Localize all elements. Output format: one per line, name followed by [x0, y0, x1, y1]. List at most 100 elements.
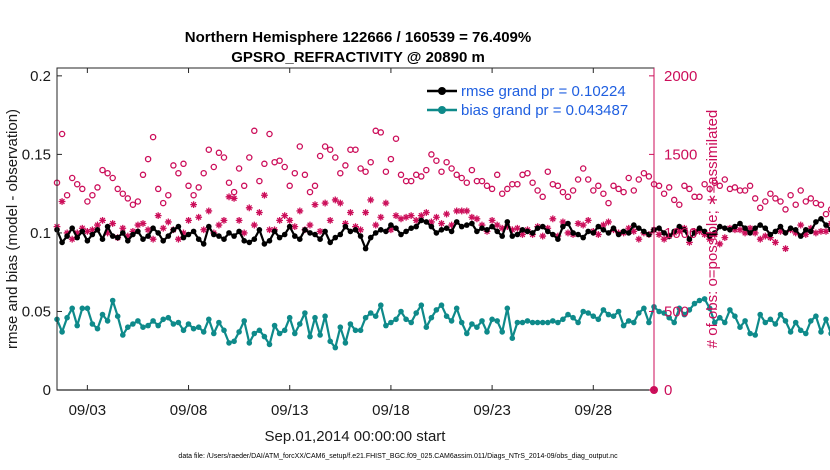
- rmse-point: [130, 231, 136, 238]
- rmse-point: [140, 236, 146, 242]
- rmse-point: [428, 223, 435, 230]
- rmse-point: [403, 228, 409, 235]
- rmse-point: [165, 233, 172, 239]
- bias-point: [226, 340, 232, 346]
- assimilated-obs-point: [630, 227, 638, 235]
- assimilated-obs-point: [716, 240, 724, 248]
- possible-obs-point: [736, 187, 744, 194]
- possible-obs-point: [559, 188, 567, 196]
- possible-obs-point: [286, 182, 293, 190]
- assimilated-obs-point: [696, 227, 703, 235]
- assimilated-obs-point: [433, 213, 440, 221]
- assimilated-obs-point: [777, 227, 784, 235]
- bias-point: [696, 297, 703, 304]
- possible-obs-point: [458, 174, 465, 182]
- assimilated-obs-point: [660, 235, 668, 243]
- possible-obs-point: [210, 163, 218, 171]
- possible-obs-point: [630, 187, 638, 194]
- bias-point: [59, 329, 65, 335]
- bias-point: [681, 311, 688, 318]
- possible-obs-point: [453, 171, 460, 179]
- assimilated-obs-point: [190, 201, 198, 209]
- bias-point: [615, 308, 622, 315]
- bias-point: [620, 322, 627, 329]
- possible-obs-point: [428, 151, 435, 158]
- possible-obs-point: [357, 165, 364, 172]
- rmse-point: [367, 234, 374, 241]
- assimilated-obs-point: [438, 220, 445, 227]
- bias-point: [737, 324, 743, 331]
- rmse-point: [398, 231, 404, 238]
- rmse-point: [529, 230, 536, 236]
- possible-obs-point: [762, 198, 769, 205]
- bias-point: [636, 310, 642, 316]
- rmse-point: [266, 238, 273, 244]
- bias-point: [292, 330, 298, 337]
- bias-point: [266, 341, 273, 348]
- bias-point: [160, 316, 166, 323]
- assimilated-obs-point: [453, 207, 461, 215]
- possible-obs-series: [53, 127, 830, 218]
- assimilated-obs-point: [797, 221, 805, 229]
- possible-obs-point: [554, 182, 562, 190]
- bias-point: [362, 314, 369, 321]
- rmse-series: [54, 216, 830, 252]
- rmse-point: [251, 236, 258, 242]
- rmse-point: [555, 236, 561, 242]
- assimilated-obs-point: [230, 194, 238, 202]
- rmse-point: [332, 234, 339, 241]
- bias-point: [165, 314, 172, 321]
- possible-obs-point: [321, 143, 329, 150]
- rmse-point: [610, 225, 617, 231]
- rmse-point: [120, 230, 126, 236]
- bias-point: [200, 329, 207, 335]
- possible-obs-point: [590, 187, 597, 194]
- bias-point: [671, 319, 677, 326]
- assimilated-obs-point: [205, 207, 213, 215]
- bias-point: [489, 316, 495, 323]
- rmse-point: [717, 223, 723, 230]
- possible-obs-point: [291, 169, 299, 177]
- possible-obs-point: [670, 196, 678, 204]
- rmse-point: [762, 225, 769, 231]
- chart-title-line2: GPSRO_REFRACTIVITY @ 20890 m: [231, 49, 485, 66]
- rmse-point: [747, 230, 753, 236]
- possible-obs-point: [574, 176, 582, 183]
- assimilated-obs-point: [701, 231, 708, 238]
- rmse-point: [777, 223, 784, 230]
- assimilated-obs-point: [478, 221, 486, 229]
- rmse-point: [337, 231, 344, 238]
- assimilated-obs-point: [675, 227, 683, 235]
- possible-obs-point: [797, 187, 804, 194]
- rmse-point: [580, 234, 586, 241]
- assimilated-obs-point: [686, 238, 693, 246]
- bias-point: [125, 324, 131, 331]
- possible-obs-point: [468, 166, 476, 174]
- assimilated-obs-point: [412, 216, 420, 224]
- bias-point: [317, 332, 323, 338]
- assimilated-obs-point: [377, 213, 385, 221]
- possible-obs-point: [326, 146, 334, 153]
- rmse-point: [727, 227, 733, 233]
- rmse-point: [484, 227, 490, 233]
- assimilated-obs-point: [635, 235, 643, 243]
- possible-obs-point: [802, 198, 810, 205]
- assimilated-obs-point: [144, 226, 152, 234]
- rmse-point: [818, 216, 824, 222]
- possible-obs-point: [731, 184, 739, 191]
- assimilated-obs-point: [503, 223, 511, 231]
- possible-obs-point: [579, 165, 587, 172]
- rmse-point: [813, 219, 819, 225]
- rmse-point: [636, 225, 642, 231]
- rmse-point: [787, 225, 794, 231]
- assimilated-obs-point: [761, 232, 769, 240]
- rmse-point: [458, 223, 465, 230]
- rmse-point: [327, 239, 334, 246]
- possible-obs-point: [94, 184, 101, 191]
- assimilated-obs-point: [473, 215, 481, 223]
- bias-point: [686, 307, 693, 313]
- possible-obs-point: [190, 191, 197, 199]
- bias-point: [246, 340, 253, 346]
- bias-point: [413, 310, 420, 316]
- bias-point: [691, 300, 698, 307]
